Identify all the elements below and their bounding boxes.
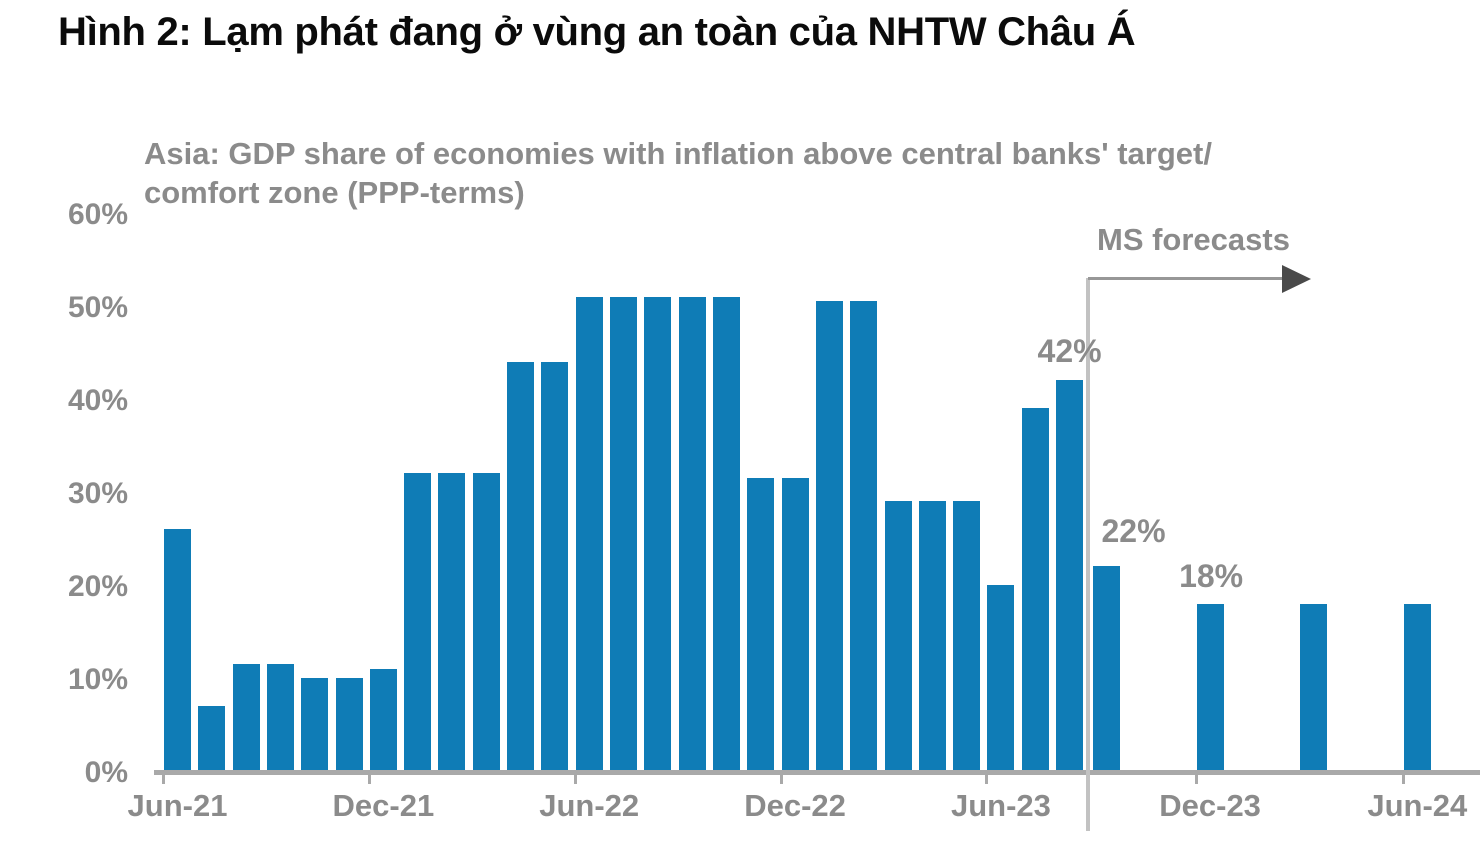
x-axis-tick [162,775,165,784]
bar-Aug-23 [1056,380,1084,771]
bar-Apr-23 [918,501,946,771]
forecast-divider-line [1086,278,1090,831]
bar-Dec-22 [781,478,809,771]
bar-Jun-22 [575,296,603,771]
bar-Mar-22 [472,473,500,771]
bar-Oct-22 [712,296,740,771]
bar-Oct-21 [301,678,329,771]
forecast-label: MS forecasts [1097,222,1290,257]
x-axis-label: Jun-21 [127,788,228,823]
bar-Mar-23 [884,501,912,771]
y-axis-label: 50% [67,291,128,324]
bar-Aug-21 [232,664,260,771]
bar-Dec-23 [1196,603,1224,771]
x-axis-label: Dec-23 [1159,788,1261,823]
x-axis-tick [367,775,371,784]
y-axis-label: 10% [67,663,128,696]
x-axis-label: Dec-21 [332,788,435,823]
bar-Mar-24 [1300,603,1328,771]
x-axis-tick [1194,775,1198,784]
bar-Jun-24 [1403,603,1431,771]
bar-Sep-22 [678,296,706,771]
y-axis-label: 40% [67,384,128,417]
data-label-Sep-23: 22% [1101,513,1166,550]
bar-Jul-23 [1021,408,1049,771]
x-axis-label: Jun-23 [950,788,1051,823]
bar-Sep-23 [1093,566,1120,771]
forecast-arrowhead-icon [1282,265,1311,293]
bar-May-23 [953,501,981,771]
x-axis-tick [1401,775,1405,784]
bar-Dec-21 [369,668,397,771]
chart-title: Asia: GDP share of economies with inflat… [144,136,1212,210]
y-axis-label: 30% [67,477,128,510]
x-axis-label: Jun-22 [539,788,640,823]
y-axis-label: 20% [67,570,128,603]
x-axis-tick [573,775,577,784]
bar-Jun-23 [987,585,1015,771]
bar-Feb-22 [438,473,466,771]
bar-Jul-22 [610,296,638,771]
bar-Nov-22 [747,478,775,771]
x-axis-tick [779,775,783,784]
x-axis-label: Jun-24 [1367,788,1468,823]
bar-Sep-21 [266,664,294,771]
data-label-Dec-23: 18% [1179,557,1244,594]
x-axis-tick [985,775,989,784]
bar-Jul-21 [198,705,226,771]
x-axis-label: Dec-22 [744,788,846,823]
bar-Feb-23 [850,301,878,771]
forecast-arrow-line [1088,277,1284,280]
bar-Nov-21 [335,678,363,771]
y-axis-label: 60% [67,198,128,231]
bar-Jan-22 [404,473,432,771]
bar-Jan-23 [815,301,843,771]
figure-title: Hình 2: Lạm phát đang ở vùng an toàn của… [58,10,1136,54]
bar-Apr-22 [507,361,535,771]
data-label-Aug-23: 42% [1037,333,1102,370]
y-axis-label: 0% [84,756,128,789]
bar-May-22 [541,361,569,771]
x-axis-line [154,770,1480,775]
bar-Jun-21 [164,529,191,771]
bar-Aug-22 [644,296,672,771]
